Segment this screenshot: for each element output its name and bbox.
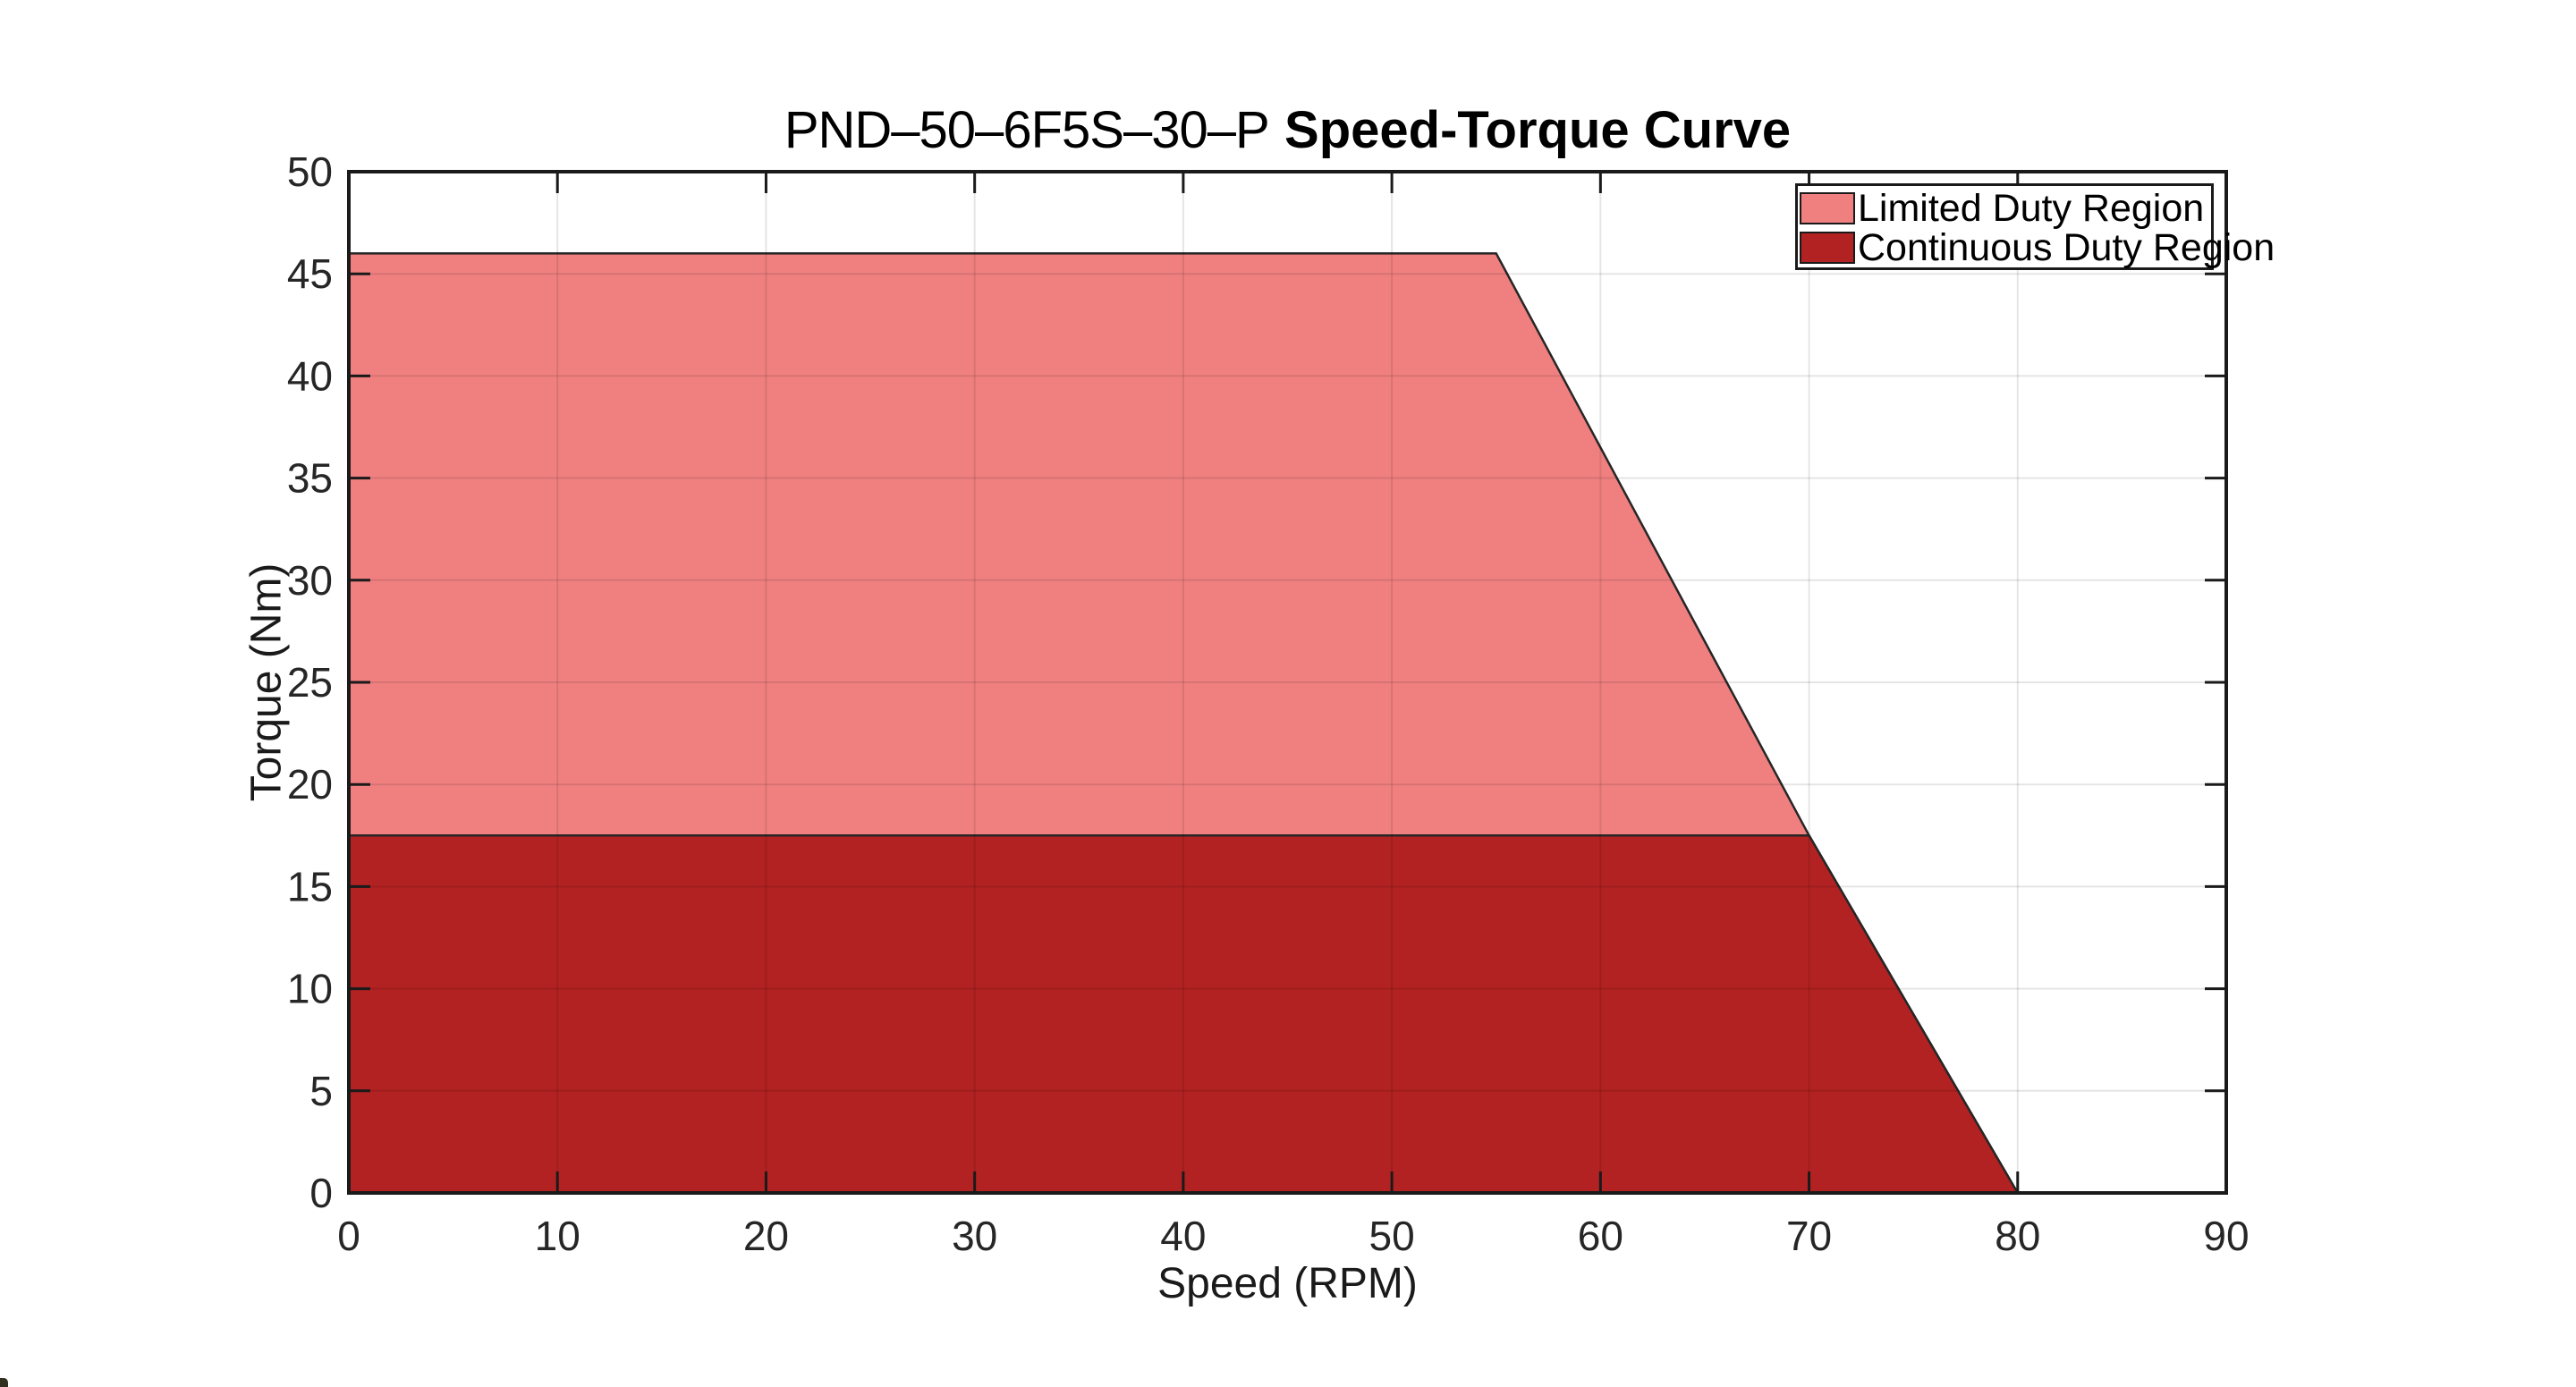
legend-item-continuous-duty: Continuous Duty Region [1800,228,2275,267]
x-tick-label: 80 [1995,1213,2040,1259]
chart-title-model: PND–50–6F5S–30–P [784,101,1270,159]
y-tick-label: 50 [287,148,333,195]
x-tick-label: 20 [743,1213,789,1259]
legend-swatch-continuous-duty [1800,232,1855,264]
x-tick-label: 60 [1578,1213,1623,1259]
y-tick-label: 20 [287,761,333,808]
x-tick-label: 70 [1786,1213,1832,1259]
x-tick-label: 40 [1160,1213,1206,1259]
y-tick-label: 30 [287,557,333,604]
cursor-artifact [0,1378,8,1387]
legend: Limited Duty Region Continuous Duty Regi… [1795,183,2275,270]
x-tick-label: 10 [535,1213,580,1259]
y-tick-label: 0 [309,1170,333,1216]
legend-label-limited-duty: Limited Duty Region [1858,187,2205,230]
y-axis-label: Torque (Nm) [242,562,291,802]
y-tick-label: 10 [287,966,333,1012]
legend-item-limited-duty: Limited Duty Region [1800,189,2211,228]
legend-label-continuous-duty: Continuous Duty Region [1858,226,2275,269]
legend-swatch-limited-duty [1800,192,1855,224]
y-tick-label: 35 [287,455,333,502]
y-tick-label: 45 [287,250,333,297]
y-tick-label: 40 [287,352,333,399]
y-tick-label: 25 [287,659,333,706]
x-tick-label: 50 [1369,1213,1415,1259]
y-tick-label: 5 [309,1068,333,1114]
chart-title-main: Speed-Torque Curve [1284,101,1792,159]
x-tick-label: 0 [337,1213,360,1259]
x-tick-label: 30 [952,1213,997,1259]
chart-title: PND–50–6F5S–30–P Speed-Torque Curve [349,100,2226,160]
y-tick-label: 15 [287,863,333,909]
x-axis-label: Speed (RPM) [1157,1260,1418,1307]
x-tick-label: 90 [2203,1213,2249,1259]
axes-box [347,170,2228,1195]
